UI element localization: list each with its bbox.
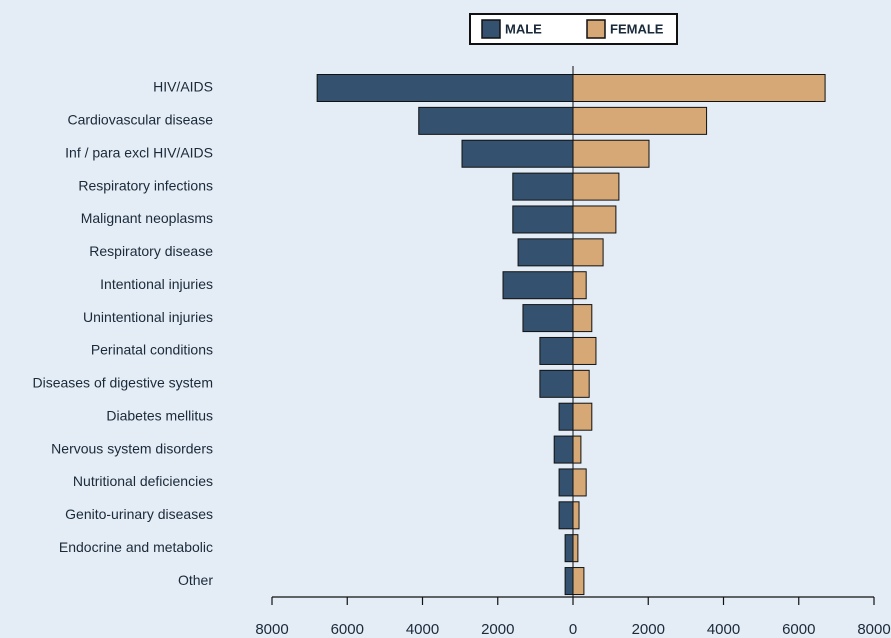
bar (461, 139, 574, 168)
bar (558, 501, 574, 530)
bar (517, 238, 574, 267)
bar (558, 468, 574, 497)
category-label: Respiratory disease (89, 243, 213, 259)
category-label: Cardiovascular disease (67, 112, 213, 128)
category-label: Intentional injuries (100, 276, 213, 292)
bar (512, 172, 574, 201)
category-label: Nutritional deficiencies (73, 473, 213, 489)
category-label: Malignant neoplasms (81, 210, 213, 226)
legend-label: FEMALE (610, 21, 664, 36)
bar (572, 139, 650, 168)
bar (572, 402, 593, 431)
bar (558, 402, 574, 431)
bar (572, 567, 585, 596)
bar (572, 501, 580, 530)
x-tick-label: 0 (569, 621, 577, 638)
legend-label: MALE (505, 21, 542, 36)
category-label: Nervous system disorders (51, 440, 213, 456)
x-tick-label: 8000 (857, 621, 890, 638)
legend-swatch (481, 19, 501, 39)
bar (572, 304, 593, 333)
x-tick-label: 4000 (406, 621, 439, 638)
category-label: Diseases of digestive system (32, 375, 213, 391)
bar (418, 106, 574, 135)
bar (539, 336, 574, 365)
category-label: Endocrine and metabolic (59, 539, 213, 555)
bar (572, 205, 617, 234)
category-label: Respiratory infections (78, 177, 213, 193)
bar (572, 336, 597, 365)
legend-swatch (586, 19, 606, 39)
bar (572, 238, 604, 267)
category-label: Genito-urinary diseases (65, 506, 213, 522)
category-label: Inf / para excl HIV/AIDS (65, 144, 213, 160)
bar (564, 534, 574, 563)
bar (572, 172, 620, 201)
category-label: HIV/AIDS (153, 79, 213, 95)
category-label: Perinatal conditions (91, 342, 213, 358)
bar (522, 304, 574, 333)
bar (553, 435, 574, 464)
bar (572, 435, 582, 464)
bar (572, 271, 587, 300)
legend-box (469, 13, 678, 45)
bar (564, 567, 574, 596)
x-tick-label: 6000 (331, 621, 364, 638)
x-tick-label: 6000 (782, 621, 815, 638)
category-label: Diabetes mellitus (106, 407, 213, 423)
bar (512, 205, 574, 234)
x-tick-label: 2000 (481, 621, 514, 638)
bar (316, 74, 574, 102)
x-tick-label: 2000 (632, 621, 665, 638)
x-tick-label: 8000 (255, 621, 288, 638)
bar (572, 74, 826, 102)
bar (572, 106, 708, 135)
bar (572, 534, 579, 563)
bar (572, 369, 590, 398)
category-label: Unintentional injuries (83, 309, 213, 325)
category-label: Other (178, 572, 213, 588)
bar (502, 271, 574, 300)
bar (539, 369, 574, 398)
x-tick-label: 4000 (707, 621, 740, 638)
bar (572, 468, 587, 497)
